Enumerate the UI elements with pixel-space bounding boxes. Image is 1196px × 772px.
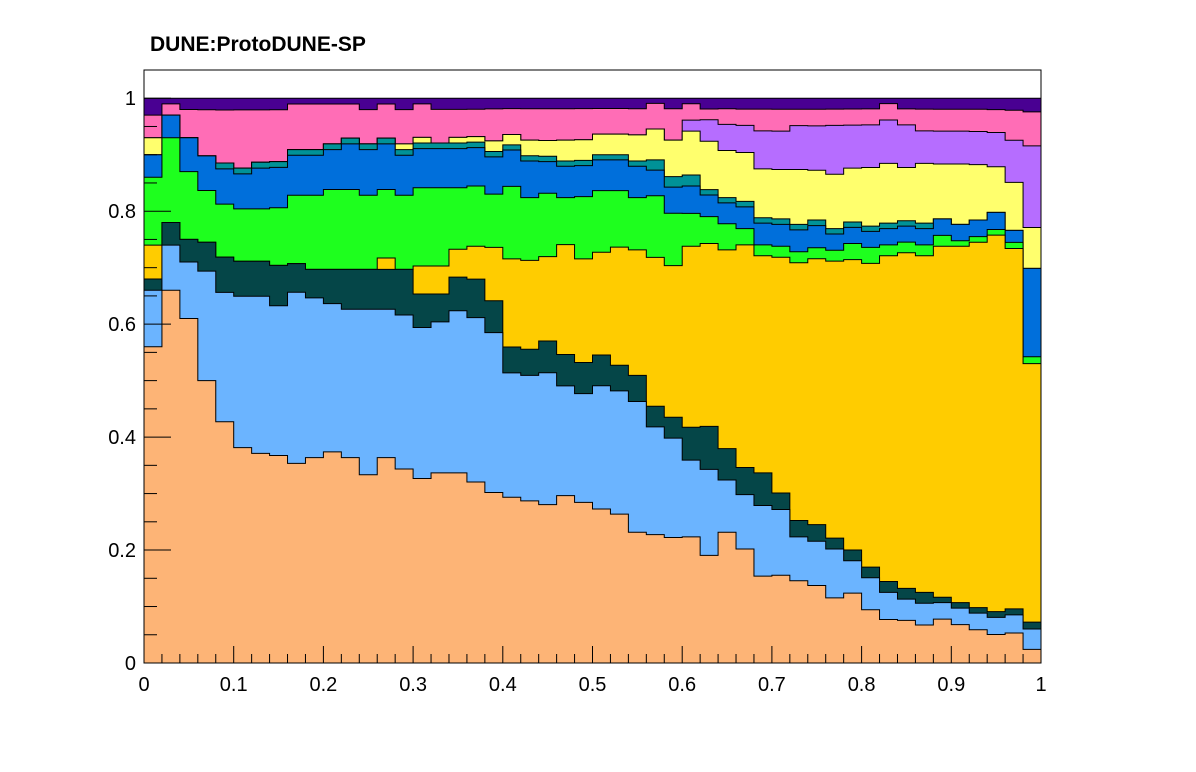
y-tick-label: 0.2: [108, 540, 136, 562]
x-tick-label: 1: [1035, 674, 1046, 696]
y-tick-label: 0.4: [108, 427, 136, 449]
x-tick-label: 0.1: [220, 674, 248, 696]
axis-ticks: [143, 97, 1042, 664]
y-tick-label: 0: [125, 653, 136, 675]
x-tick-label: 0.9: [937, 674, 965, 696]
y-tick-label: 0.8: [108, 201, 136, 223]
x-tick-label: 0.5: [579, 674, 607, 696]
y-tick-label: 1: [125, 88, 136, 110]
stack-layer-1: [143, 289, 1042, 664]
y-tick-label: 0.6: [108, 314, 136, 336]
tick-labels: 0 0.1 0.2 0.3 0.4 0.5 0.6 0.7 0.8 0.9 1 0 0.2 0.4 0.6 0…: [108, 88, 1046, 696]
x-tick-label: 0.6: [668, 674, 696, 696]
x-tick-label: 0.8: [848, 674, 876, 696]
x-tick-label: 0: [138, 674, 149, 696]
x-tick-label: 0.4: [489, 674, 517, 696]
plot-frame: [143, 69, 1042, 664]
x-tick-label: 0.2: [309, 674, 337, 696]
stacked-areas: [143, 97, 1042, 664]
x-tick-label: 0.3: [399, 674, 427, 696]
x-tick-label: 0.7: [758, 674, 786, 696]
chart-title: DUNE:ProtoDUNE-SP: [150, 33, 366, 56]
